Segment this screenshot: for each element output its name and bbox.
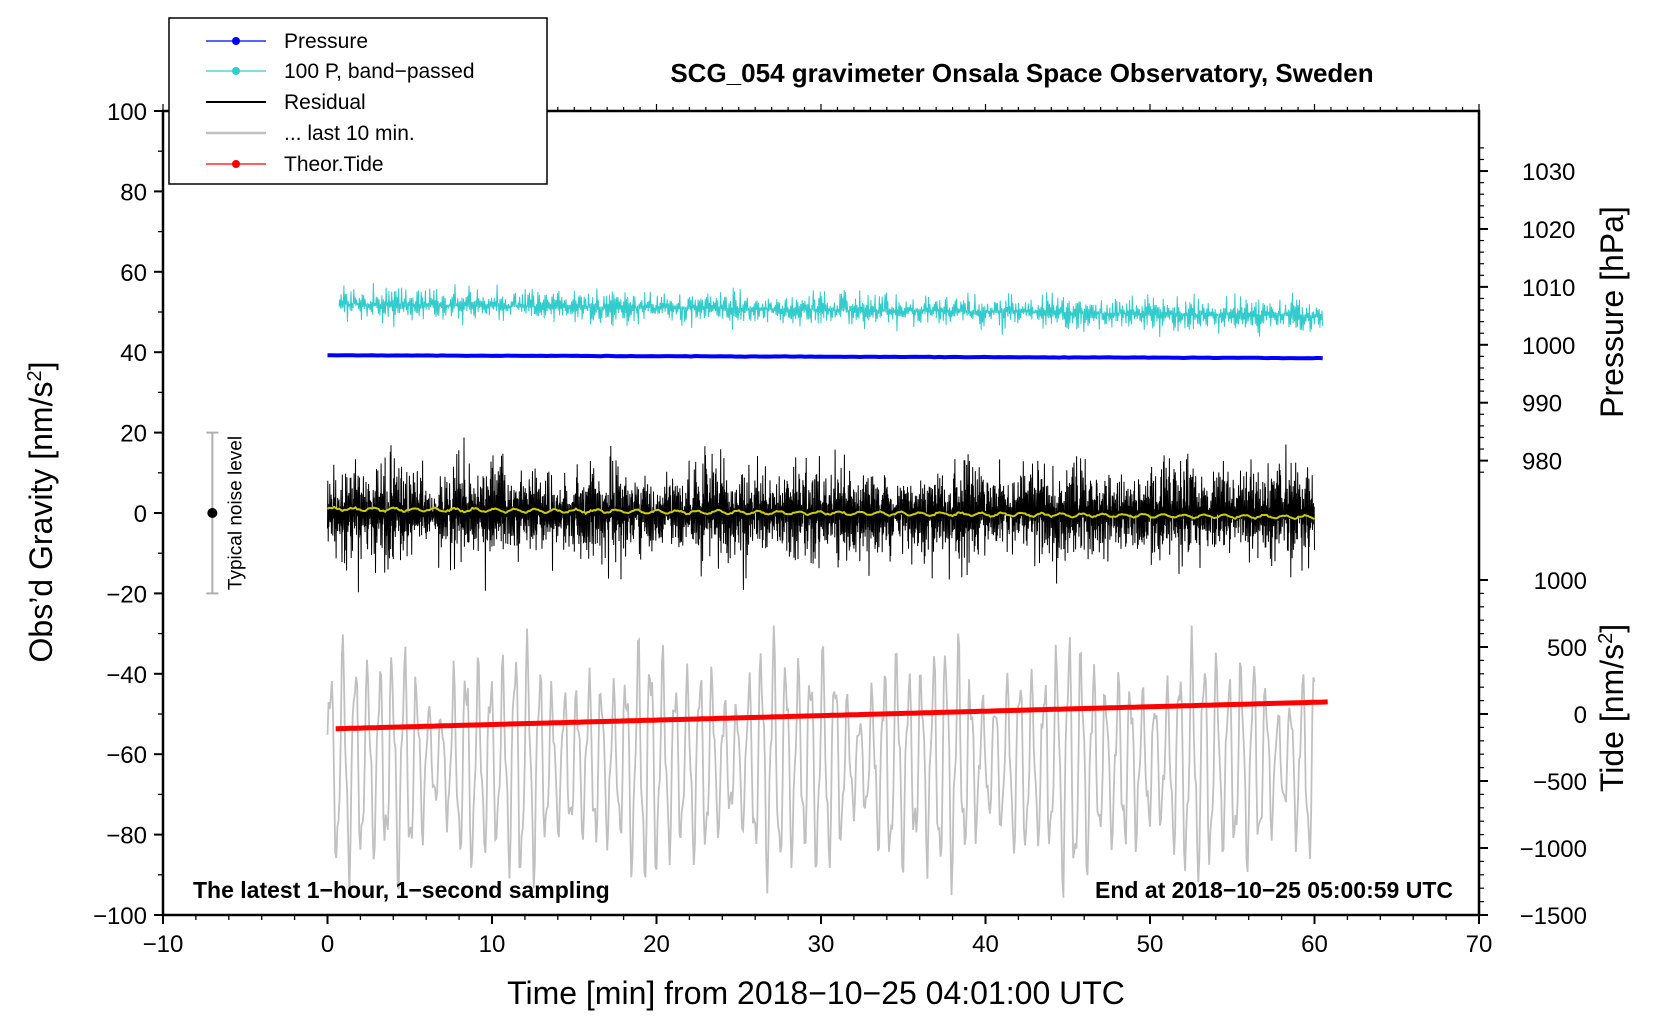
legend-band-passed-label: 100 P, band−passed <box>284 60 475 83</box>
legend-last-10-min-label: ... last 10 min. <box>284 122 415 145</box>
legend-entry-pressure: Pressure <box>206 30 368 53</box>
ticks-layer: −10 0 10 20 30 40 50 60 70−100−80−60−40−20020406… <box>93 99 1587 958</box>
legend-entry-residual: Residual <box>206 91 366 114</box>
y-tick-label: −20 <box>106 581 147 608</box>
x-tick-label: 10 <box>479 931 506 958</box>
x-tick-label: 30 <box>808 931 835 958</box>
pressure-axis-label: Pressure [hPa] <box>1594 206 1630 418</box>
legend-entry-theor-tide: Theor.Tide <box>206 153 384 176</box>
legend-tide-marker <box>232 160 240 168</box>
y-tick-label: 0 <box>134 501 147 528</box>
y-tick-label: 40 <box>120 340 147 367</box>
y-tick-label: −80 <box>106 823 147 850</box>
y-tick-label: 20 <box>120 421 147 448</box>
y-tick-label: 100 <box>107 99 147 126</box>
y-tick-label: −40 <box>106 662 147 689</box>
chart-title: SCG_054 gravimeter Onsala Space Observat… <box>670 58 1373 88</box>
x-tick-label: −10 <box>143 931 184 958</box>
noise-label: Typical noise level <box>225 436 246 590</box>
tide-tick-label: −1500 <box>1520 903 1587 930</box>
tide-tick-label: −1000 <box>1520 836 1587 863</box>
series-layer <box>326 282 1328 898</box>
x-tick-label: 0 <box>321 931 334 958</box>
y-tick-label: −60 <box>106 742 147 769</box>
pressure-tick-label: 1010 <box>1522 275 1575 302</box>
x-tick-label: 20 <box>643 931 670 958</box>
series-residual-smoothed <box>326 505 1315 521</box>
x-axis-label: Time [min] from 2018−10−25 04:01:00 UTC <box>507 975 1125 1011</box>
series-theor-tide <box>335 699 1328 732</box>
series-last-10-min <box>326 625 1316 898</box>
pressure-tick-label: 1000 <box>1522 333 1575 360</box>
legend-band-passed-marker <box>232 67 240 75</box>
pressure-tick-label: 1030 <box>1522 159 1575 186</box>
x-tick-label: 60 <box>1301 931 1328 958</box>
tide-tick-label: −500 <box>1533 769 1587 796</box>
legend-tide-label: Theor.Tide <box>284 153 384 176</box>
y-tick-label: −100 <box>93 903 147 930</box>
tide-tick-label: 1000 <box>1534 568 1587 595</box>
x-tick-label: 50 <box>1137 931 1164 958</box>
legend-pressure-marker <box>232 37 240 45</box>
legend-entry-last-10-min: ... last 10 min. <box>206 122 415 145</box>
sampling-note: The latest 1−hour, 1−second sampling <box>193 877 610 903</box>
legend-pressure-label: Pressure <box>284 30 368 53</box>
y-axis-label: Obs’d Gravity [nm/s2] <box>23 362 59 663</box>
legend-residual-label: Residual <box>284 91 366 114</box>
x-tick-label: 70 <box>1466 931 1493 958</box>
noise-indicator: Typical noise level <box>206 431 246 595</box>
y-tick-label: 60 <box>120 260 147 287</box>
legend: Pressure 100 P, band−passed Residual ...… <box>168 17 548 185</box>
noise-dot <box>207 508 218 518</box>
pressure-tick-label: 980 <box>1522 449 1562 476</box>
pressure-tick-label: 1020 <box>1522 217 1575 244</box>
end-time-note: End at 2018−10−25 05:00:59 UTC <box>1095 877 1453 903</box>
tide-tick-label: 0 <box>1574 702 1587 729</box>
series-pressure <box>327 353 1323 361</box>
tide-axis-label: Tide [nm/s2] <box>1594 624 1630 792</box>
x-tick-label: 40 <box>972 931 999 958</box>
legend-entry-band-passed: 100 P, band−passed <box>206 60 475 83</box>
pressure-tick-label: 990 <box>1522 391 1562 418</box>
y-tick-label: 80 <box>120 179 147 206</box>
tide-tick-label: 500 <box>1547 635 1587 662</box>
series-band-passed <box>338 282 1324 337</box>
